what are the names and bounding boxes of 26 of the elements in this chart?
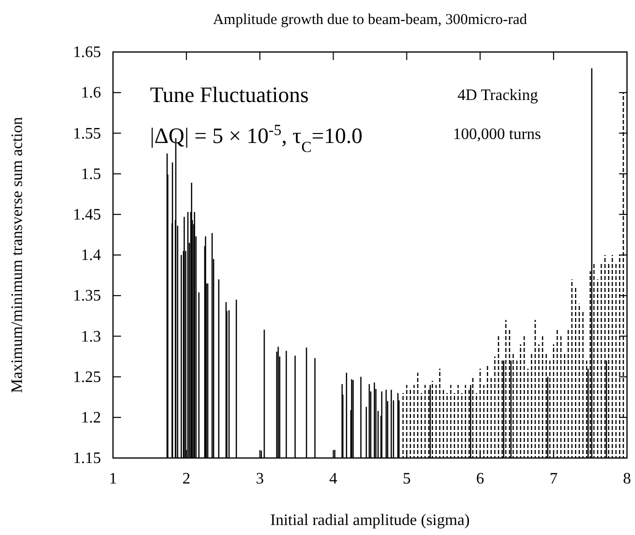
chart-title: Amplitude growth due to beam-beam, 300micro-rad — [212, 12, 528, 28]
y-axis-title: Maximum/minimum transverse sum action — [9, 117, 26, 393]
annotation: Tune Fluctuations — [150, 82, 309, 107]
x-axis-title: Initial radial amplitude (sigma) — [270, 512, 470, 529]
x-tick-label: 4 — [329, 470, 338, 488]
annotation: |ΔQ| = 5 × 10$^{-5}$, τ$_{C}$=10.0 — [150, 122, 363, 156]
y-tick-label: 1.25 — [73, 368, 101, 386]
x-tick-label: 8 — [623, 470, 631, 488]
y-tick-label: 1.15 — [73, 450, 101, 468]
y-tick-label: 1.55 — [73, 125, 101, 142]
x-tick-label: 2 — [182, 470, 190, 488]
y-tick-label: 1.6 — [81, 84, 101, 102]
y-tick-label: 1.3 — [81, 328, 101, 346]
annotation: 100,000 turns — [453, 126, 541, 143]
x-tick-label: 5 — [402, 470, 411, 488]
y-tick-label: 1.2 — [81, 410, 101, 427]
x-tick-label: 7 — [550, 470, 558, 488]
x-tick-label: 6 — [476, 470, 484, 488]
y-tick-label: 1.45 — [73, 206, 101, 224]
x-tick-label: 3 — [256, 470, 264, 488]
x-tick-label: 1 — [109, 470, 117, 488]
annotation: 4D Tracking — [458, 87, 538, 104]
y-tick-label: 1.5 — [81, 166, 101, 183]
y-tick-label: 1.4 — [81, 247, 101, 264]
y-tick-label: 1.65 — [73, 44, 101, 62]
y-tick-label: 1.35 — [73, 288, 101, 305]
